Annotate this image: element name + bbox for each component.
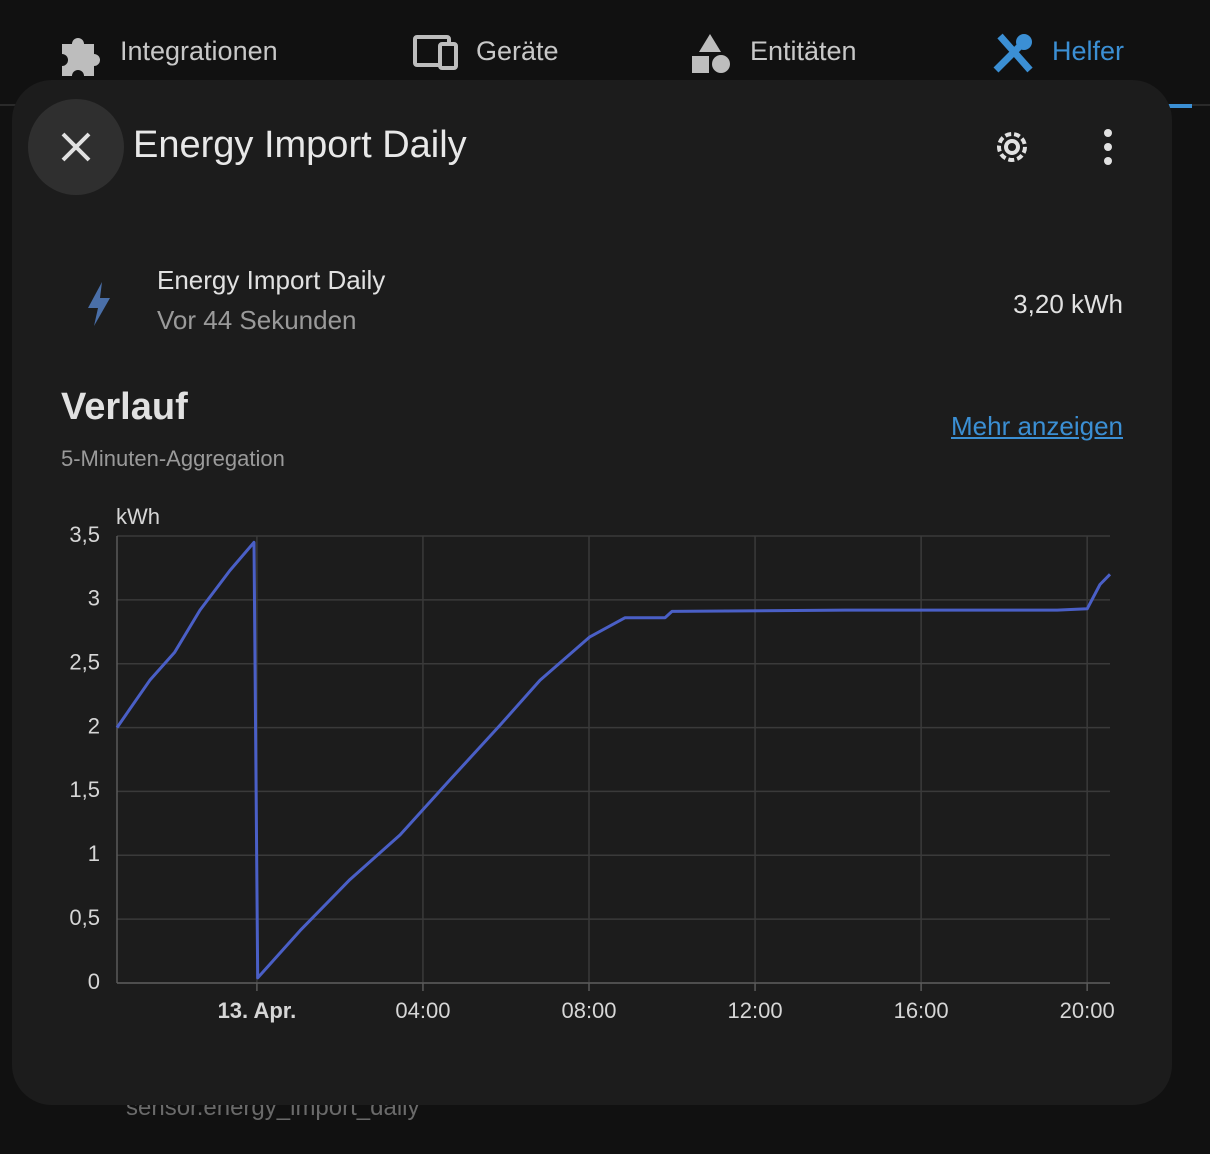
x-tick-label: 20:00 xyxy=(1060,998,1115,1023)
dialog xyxy=(12,80,1172,1105)
tab[interactable]: Integrationen xyxy=(120,36,278,66)
helpers-icon xyxy=(993,33,1033,73)
menu-button[interactable] xyxy=(1094,125,1122,169)
entity-last-changed: Vor 44 Sekunden xyxy=(157,305,357,335)
entity-name: Energy Import Daily xyxy=(157,265,386,295)
x-tick-label: 12:00 xyxy=(728,998,783,1023)
x-tick-label: 08:00 xyxy=(561,998,616,1023)
integrations-icon xyxy=(62,38,100,76)
y-tick-label: 2 xyxy=(88,713,100,738)
y-tick-label: 1 xyxy=(88,841,100,866)
devices-icon xyxy=(413,35,458,70)
y-tick-label: 2,5 xyxy=(69,650,100,675)
y-tick-label: 0,5 xyxy=(69,905,100,930)
entities-icon xyxy=(692,34,730,73)
tab[interactable]: Entitäten xyxy=(750,36,857,66)
tab[interactable]: Helfer xyxy=(1052,36,1125,66)
data-line xyxy=(115,540,1112,980)
close-button[interactable] xyxy=(28,99,124,195)
section-title: Verlauf xyxy=(61,386,188,428)
close-icon xyxy=(61,132,91,162)
entity-state: 3,20 kWh xyxy=(1013,289,1123,319)
more-link[interactable]: Mehr anzeigen xyxy=(951,411,1123,441)
y-tick-label: 3,5 xyxy=(69,522,100,547)
tab[interactable]: Geräte xyxy=(476,36,559,66)
x-tick-label: 04:00 xyxy=(395,998,450,1023)
settings-button[interactable] xyxy=(990,125,1034,169)
y-tick-label: 1,5 xyxy=(69,777,100,802)
tab-indicator xyxy=(1168,104,1192,108)
dialog-title: Energy Import Daily xyxy=(133,124,467,166)
y-tick-label: 0 xyxy=(88,969,100,994)
entity-icon xyxy=(88,282,110,326)
x-tick-label: 16:00 xyxy=(894,998,949,1023)
x-tick-label: 13. Apr. xyxy=(218,998,297,1023)
section-subtitle: 5-Minuten-Aggregation xyxy=(61,446,285,471)
y-tick-label: 3 xyxy=(88,586,100,611)
y-axis-label: kWh xyxy=(116,504,160,529)
